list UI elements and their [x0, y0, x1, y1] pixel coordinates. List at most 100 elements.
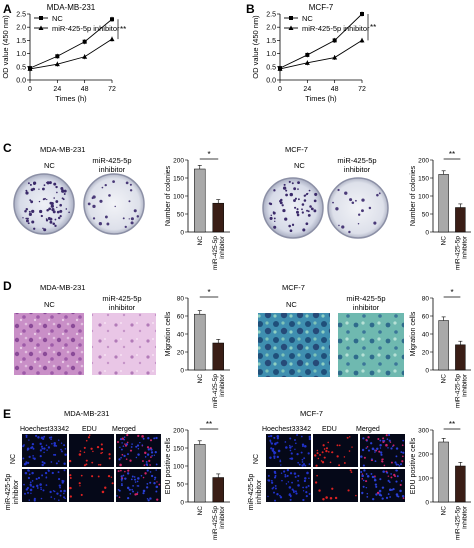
nucleus — [27, 461, 30, 464]
nucleus — [137, 434, 140, 438]
nucleus — [296, 434, 299, 436]
colony — [31, 209, 35, 213]
nucleus — [44, 471, 48, 475]
nucleus — [141, 435, 144, 438]
colony — [281, 204, 284, 207]
nucleus — [329, 496, 333, 500]
nucleus — [390, 473, 392, 475]
nucleus — [153, 454, 156, 456]
stain-label-merged-e1: Merged — [112, 426, 136, 433]
y-tick-label: 200 — [418, 158, 429, 165]
y-tick-label: 40 — [177, 332, 185, 339]
cell-line-title-c1: MDA-MB-231 — [40, 145, 85, 154]
colony — [308, 189, 311, 192]
colony — [59, 215, 62, 218]
nucleus — [57, 477, 61, 481]
nucleus — [53, 490, 56, 493]
y-tick-label: 100 — [418, 194, 429, 201]
panel-label-e: E — [3, 407, 11, 421]
nucleus — [50, 461, 53, 463]
nucleus — [362, 464, 365, 467]
nucleus — [28, 473, 31, 476]
nucleus — [142, 489, 146, 493]
nucleus — [69, 495, 73, 498]
nucleus — [276, 493, 279, 496]
colony — [354, 199, 357, 202]
colony — [341, 225, 345, 229]
colony — [32, 187, 36, 191]
nucleus — [121, 448, 123, 451]
nucleus — [120, 478, 123, 481]
nucleus — [25, 488, 29, 491]
nucleus — [60, 442, 63, 444]
nucleus — [289, 472, 293, 475]
nucleus — [291, 488, 294, 491]
colony — [25, 191, 29, 195]
nucleus — [283, 470, 286, 473]
nucleus — [303, 479, 307, 483]
nucleus — [274, 487, 277, 490]
nucleus — [58, 484, 62, 487]
nucleus — [145, 460, 148, 463]
colony — [306, 209, 309, 212]
nucleus — [376, 491, 380, 495]
colony — [361, 209, 364, 213]
nucleus — [129, 493, 132, 495]
nucleus — [389, 496, 392, 498]
significance-label: ** — [370, 23, 376, 32]
colony — [42, 198, 45, 201]
nucleus — [325, 447, 329, 450]
nucleus — [348, 436, 351, 438]
nucleus — [387, 447, 389, 449]
nucleus — [58, 499, 60, 502]
nucleus — [395, 493, 399, 496]
fluorescence-image — [69, 434, 114, 467]
colony — [62, 198, 65, 201]
nucleus — [150, 456, 152, 459]
colony — [124, 225, 127, 228]
nucleus — [126, 441, 129, 444]
x-category-label: inhibitor — [461, 373, 468, 397]
nucleus — [392, 444, 395, 447]
colony — [49, 217, 53, 221]
colony — [296, 208, 299, 211]
stain-label-edu-e2: EDU — [322, 426, 337, 433]
y-axis-label: Number of colonies — [165, 165, 172, 226]
colony — [293, 199, 296, 202]
nucleus — [400, 451, 403, 453]
y-tick-label: 80 — [177, 296, 185, 303]
nucleus — [343, 462, 346, 464]
colony — [294, 197, 297, 200]
colony — [87, 202, 91, 206]
nucleus — [389, 488, 392, 492]
nucleus — [365, 480, 368, 483]
nucleus — [80, 474, 83, 477]
nucleus — [32, 455, 34, 457]
colony — [289, 229, 293, 233]
nucleus — [140, 474, 143, 477]
nucleus — [43, 436, 45, 438]
nucleus — [80, 493, 83, 497]
nucleus — [374, 477, 376, 479]
y-axis-label: Migration cells — [165, 311, 172, 356]
nucleus — [148, 459, 151, 463]
colony — [31, 220, 35, 224]
nucleus — [270, 442, 274, 445]
colony — [112, 180, 115, 183]
panel-label-b: B — [246, 2, 255, 16]
data-point — [27, 66, 33, 71]
nucleus — [29, 481, 32, 484]
colony — [301, 208, 303, 211]
nucleus — [54, 453, 57, 456]
nucleus — [388, 439, 391, 442]
nucleus — [111, 482, 114, 485]
colony — [128, 218, 130, 220]
nucleus — [281, 479, 283, 482]
nucleus — [273, 455, 276, 458]
colony — [43, 228, 47, 232]
nucleus — [53, 444, 57, 447]
nucleus — [79, 450, 82, 453]
y-tick-label: 2.0 — [266, 25, 276, 32]
x-category-label: inhibitor — [461, 505, 468, 529]
line-chart-b: MCF-7 0.0 0.5 1.0 1.5 2.0 2.5 0 24 48 72 Times (h) O… — [251, 3, 376, 103]
